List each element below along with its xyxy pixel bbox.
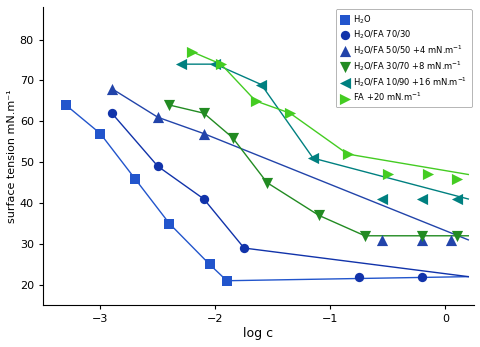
H$_2$O/FA 50/50 +4 mN.m$^{-1}$ [108, 86, 116, 92]
H$_2$O/FA 70/30 [240, 245, 247, 251]
H$_2$O/FA 70/30 [108, 110, 116, 116]
H$_2$O/FA 10/90 +16 mN.m$^{-1}$ [418, 196, 425, 202]
H$_2$O [223, 278, 230, 283]
FA +20 mN.m$^{-1}$ [217, 61, 225, 67]
H$_2$O/FA 30/70 +8 mN.m$^{-1}$ [418, 233, 425, 238]
H$_2$O/FA 70/30 [154, 163, 161, 169]
H$_2$O/FA 50/50 +4 mN.m$^{-1}$ [377, 237, 385, 243]
H$_2$O [96, 131, 104, 136]
H$_2$O/FA 10/90 +16 mN.m$^{-1}$ [177, 61, 184, 67]
FA +20 mN.m$^{-1}$ [452, 176, 460, 181]
Legend: H$_2$O, H$_2$O/FA 70/30, H$_2$O/FA 50/50 +4 mN.m$^{-1}$, H$_2$O/FA 30/70 +8 mN.m: H$_2$O, H$_2$O/FA 70/30, H$_2$O/FA 50/50… [335, 9, 470, 107]
FA +20 mN.m$^{-1}$ [188, 49, 196, 55]
H$_2$O/FA 50/50 +4 mN.m$^{-1}$ [200, 131, 207, 136]
H$_2$O/FA 30/70 +8 mN.m$^{-1}$ [228, 135, 236, 141]
H$_2$O/FA 30/70 +8 mN.m$^{-1}$ [263, 180, 270, 185]
H$_2$O/FA 50/50 +4 mN.m$^{-1}$ [154, 115, 161, 120]
FA +20 mN.m$^{-1}$ [251, 98, 259, 104]
H$_2$O/FA 50/50 +4 mN.m$^{-1}$ [418, 237, 425, 243]
H$_2$O [205, 262, 213, 267]
H$_2$O [62, 102, 70, 108]
H$_2$O/FA 30/70 +8 mN.m$^{-1}$ [165, 102, 173, 108]
H$_2$O/FA 10/90 +16 mN.m$^{-1}$ [377, 196, 385, 202]
FA +20 mN.m$^{-1}$ [383, 172, 391, 177]
H$_2$O/FA 30/70 +8 mN.m$^{-1}$ [200, 110, 207, 116]
H$_2$O/FA 10/90 +16 mN.m$^{-1}$ [309, 155, 316, 161]
H$_2$O/FA 30/70 +8 mN.m$^{-1}$ [360, 233, 368, 238]
X-axis label: log c: log c [243, 327, 273, 340]
FA +20 mN.m$^{-1}$ [286, 110, 293, 116]
H$_2$O/FA 30/70 +8 mN.m$^{-1}$ [314, 213, 322, 218]
H$_2$O/FA 10/90 +16 mN.m$^{-1}$ [211, 61, 219, 67]
H$_2$O/FA 30/70 +8 mN.m$^{-1}$ [452, 233, 460, 238]
H$_2$O/FA 70/30 [355, 274, 362, 279]
Y-axis label: surface tension mN.m⁻¹: surface tension mN.m⁻¹ [7, 89, 17, 223]
H$_2$O [131, 176, 138, 181]
H$_2$O [165, 221, 173, 226]
H$_2$O/FA 10/90 +16 mN.m$^{-1}$ [452, 196, 460, 202]
FA +20 mN.m$^{-1}$ [343, 151, 351, 157]
H$_2$O/FA 10/90 +16 mN.m$^{-1}$ [257, 82, 264, 87]
H$_2$O/FA 70/30 [200, 196, 207, 202]
H$_2$O/FA 70/30 [418, 274, 425, 279]
H$_2$O/FA 50/50 +4 mN.m$^{-1}$ [446, 237, 454, 243]
FA +20 mN.m$^{-1}$ [423, 172, 431, 177]
